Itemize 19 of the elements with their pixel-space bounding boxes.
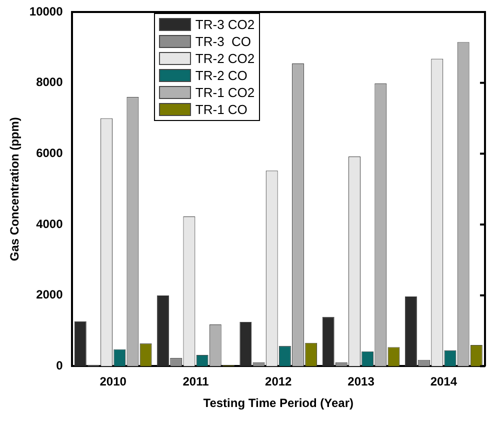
legend-label: TR-3 CO [195, 34, 252, 49]
y-tick-label: 4000 [36, 216, 64, 231]
x-tick-label: 2013 [348, 374, 375, 389]
x-tick-label: 2014 [430, 374, 458, 389]
legend-label: TR-2 CO [195, 68, 248, 83]
legend-label: TR-1 CO [195, 102, 248, 117]
y-axis-title: Gas Concentration (ppm) [8, 117, 22, 262]
x-tick-label: 2012 [265, 374, 292, 389]
y-tick-label: 0 [56, 358, 64, 373]
y-tick-label: 10000 [29, 4, 64, 18]
legend-label: TR-2 CO2 [195, 51, 255, 66]
x-tick-label: 2010 [100, 374, 127, 389]
y-tick-label: 6000 [36, 146, 64, 160]
y-tick-label: 8000 [36, 75, 64, 90]
legend-label: TR-3 CO2 [195, 17, 255, 32]
x-tick-label: 2011 [182, 374, 210, 389]
y-tick-label: 2000 [36, 288, 64, 302]
x-axis-title: Testing Time Period (Year) [203, 396, 354, 410]
legend-label: TR-1 CO2 [195, 85, 255, 100]
